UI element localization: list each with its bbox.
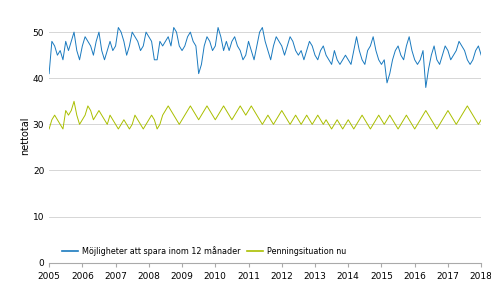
- Möjligheter att spara inom 12 månader: [323, 53, 329, 57]
- Penningsituation nu: [46, 127, 52, 131]
- Penningsituation nu: [52, 113, 57, 117]
- Line: Möjligheter att spara inom 12 månader: Möjligheter att spara inom 12 månader: [49, 27, 491, 88]
- Möjligheter att spara inom 12 månader: [337, 63, 343, 66]
- Y-axis label: nettotal: nettotal: [20, 117, 30, 155]
- Möjligheter att spara inom 12 månader: [115, 26, 121, 29]
- Möjligheter att spara inom 12 månader: [423, 86, 429, 89]
- Penningsituation nu: [323, 118, 329, 122]
- Penningsituation nu: [71, 99, 77, 103]
- Legend: Möjligheter att spara inom 12 månader, Penningsituation nu: Möjligheter att spara inom 12 månader, P…: [62, 246, 346, 256]
- Möjligheter att spara inom 12 månader: [46, 72, 52, 76]
- Penningsituation nu: [171, 113, 177, 117]
- Möjligheter att spara inom 12 månader: [52, 44, 57, 48]
- Möjligheter att spara inom 12 månader: [171, 26, 177, 29]
- Line: Penningsituation nu: Penningsituation nu: [49, 101, 491, 129]
- Penningsituation nu: [337, 123, 343, 126]
